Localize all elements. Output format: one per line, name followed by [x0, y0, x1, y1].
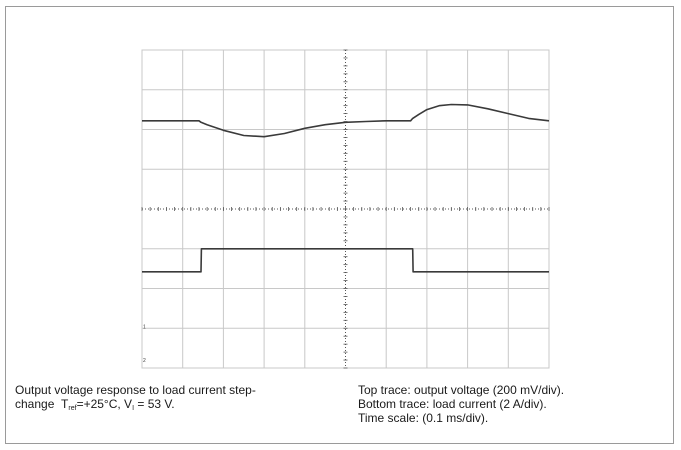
trace-load-current — [142, 248, 549, 273]
caption-line-2: change Tref=+25°C, VI = 53 V. — [15, 397, 335, 416]
time-scale-description: Time scale: (0.1 ms/div). — [358, 411, 489, 425]
trace-output-voltage — [142, 103, 550, 138]
caption-t-subscript: ref — [68, 405, 77, 412]
oscilloscope-plot: 12 — [141, 49, 550, 369]
figure-caption-right: Top trace: output voltage (200 mV/div). … — [358, 383, 668, 425]
figure-frame — [5, 6, 674, 444]
caption-v-subscript: I — [132, 405, 135, 412]
caption-t-symbol: T — [61, 397, 69, 411]
caption-line-1: Output voltage response to load current … — [15, 383, 256, 397]
channel-marker: 1 — [143, 324, 146, 330]
figure-caption-left: Output voltage response to load current … — [15, 383, 335, 416]
channel-marker: 2 — [143, 358, 146, 364]
caption-change: change — [15, 397, 55, 411]
trace-description-top: Top trace: output voltage (200 mV/div). — [358, 383, 565, 397]
trace-description-bottom: Bottom trace: load current (2 A/div). — [358, 397, 547, 411]
caption-v-value: = 53 V. — [134, 397, 175, 411]
caption-t-value: =+25°C, V — [76, 397, 133, 411]
